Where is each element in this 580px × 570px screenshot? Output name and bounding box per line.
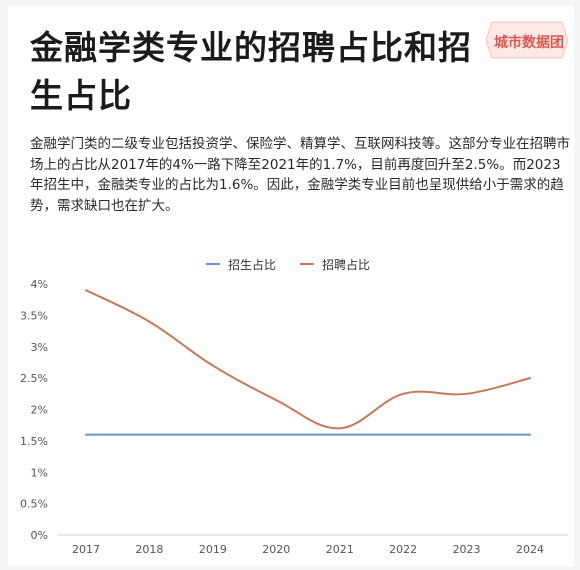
y-tick-label: 3.5%	[20, 309, 48, 322]
x-tick-label: 2024	[516, 543, 544, 556]
description-text: 金融学门类的二级专业包括投资学、保险学、精算学、互联网科技等。这部分专业在招聘市…	[30, 136, 570, 214]
x-tick-label: 2017	[72, 543, 100, 556]
legend-swatch-enroll	[206, 263, 220, 265]
x-tick-label: 2018	[135, 543, 163, 556]
y-tick-label: 2%	[31, 404, 48, 417]
chart-title: 金融学类专业的招聘占比和招生占比	[30, 28, 472, 115]
legend-swatch-recruit	[300, 263, 314, 265]
legend-item-recruit: 招聘占比	[300, 254, 370, 274]
y-tick-label: 1.5%	[20, 435, 48, 448]
y-tick-label: 3%	[31, 341, 48, 354]
legend-label-recruit: 招聘占比	[322, 257, 371, 272]
chart-legend: 招生占比 招聘占比	[8, 254, 574, 274]
x-tick-label: 2022	[389, 543, 417, 556]
x-tick-label: 2023	[453, 543, 481, 556]
y-tick-label: 0%	[31, 529, 48, 542]
chart-card: 金融学类专业的招聘占比和招生占比 城市数据团 金融学门类的二级专业包括投资学、保…	[8, 6, 574, 566]
y-tick-label: 1%	[31, 466, 48, 479]
y-tick-label: 2.5%	[20, 372, 48, 385]
line-chart: 0% 0.5% 1% 1.5% 2% 2.5% 3% 3.5% 4% 2017 2018 2019 20…	[20, 278, 568, 556]
recruit-series-line	[85, 289, 531, 430]
watermark-text: 城市数据团	[494, 35, 564, 51]
x-tick-label: 2019	[199, 543, 227, 556]
legend-item-enroll: 招生占比	[206, 254, 276, 274]
x-tick-label: 2020	[262, 543, 290, 556]
legend-label-enroll: 招生占比	[228, 257, 277, 272]
y-tick-label: 0.5%	[20, 498, 48, 511]
y-tick-label: 4%	[31, 278, 48, 291]
watermark-shape	[485, 21, 569, 59]
x-tick-label: 2021	[326, 543, 354, 556]
watermark-logo: 城市数据团	[482, 18, 572, 62]
